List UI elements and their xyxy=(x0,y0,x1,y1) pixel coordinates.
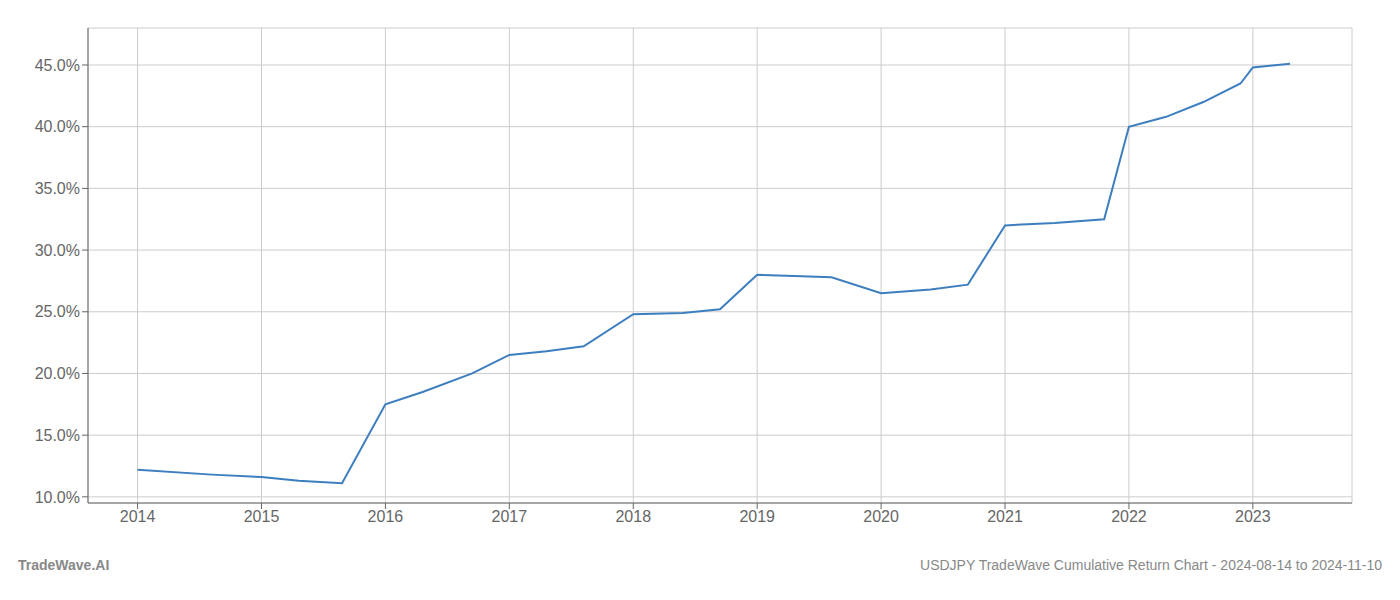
html-text:TradeWave.AI: TradeWave.AI xyxy=(18,557,110,573)
svg-text:2019: 2019 xyxy=(739,508,775,525)
svg-text:15.0%: 15.0% xyxy=(35,427,80,444)
svg-text:2017: 2017 xyxy=(492,508,528,525)
svg-text:2016: 2016 xyxy=(368,508,404,525)
svg-text:45.0%: 45.0% xyxy=(35,57,80,74)
svg-text:2023: 2023 xyxy=(1235,508,1271,525)
svg-text:2015: 2015 xyxy=(244,508,280,525)
svg-text:40.0%: 40.0% xyxy=(35,118,80,135)
svg-text:2018: 2018 xyxy=(615,508,651,525)
svg-text:2022: 2022 xyxy=(1111,508,1147,525)
svg-text:2014: 2014 xyxy=(120,508,156,525)
svg-text:10.0%: 10.0% xyxy=(35,489,80,506)
svg-text:2020: 2020 xyxy=(863,508,899,525)
svg-text:2021: 2021 xyxy=(987,508,1023,525)
html-text:USDJPY TradeWave Cumulative Re: USDJPY TradeWave Cumulative Return Chart… xyxy=(920,557,1382,573)
svg-text:35.0%: 35.0% xyxy=(35,180,80,197)
svg-text:30.0%: 30.0% xyxy=(35,242,80,259)
svg-text:25.0%: 25.0% xyxy=(35,303,80,320)
svg-text:20.0%: 20.0% xyxy=(35,365,80,382)
